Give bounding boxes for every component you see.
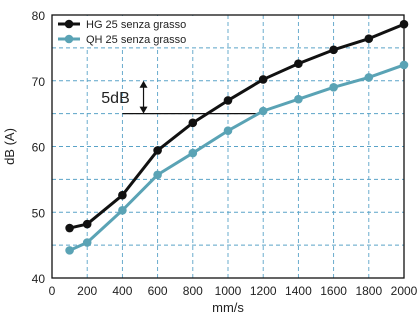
y-tick-label: 80 [32,9,46,23]
x-axis-label: mm/s [212,300,244,315]
data-point-series-2 [329,83,338,92]
y-axis-label: dB (A) [2,128,17,165]
x-tick-label: 200 [77,284,97,298]
tick-labels: 0 200 400 600 800 1000 1200 1400 1600 1800 2000 40 5… [32,9,418,298]
data-point-series-1 [65,223,74,233]
data-point-series-1 [153,146,162,155]
data-point-series-2 [294,94,303,104]
legend-label-2: QH 25 senza grasso [86,34,186,46]
x-tick-label: 600 [148,284,168,298]
data-point-series-2 [65,246,74,255]
x-tick-label: 1400 [285,284,312,298]
x-tick-label: 400 [112,284,132,298]
data-point-series-2 [364,73,374,82]
y-tick-label: 50 [32,206,46,220]
series-group [65,19,409,255]
data-point-series-1 [294,59,303,68]
data-point-series-2 [399,60,409,70]
x-tick-label: 0 [49,284,56,298]
y-tick-label: 40 [32,272,46,286]
data-point-series-2 [153,170,162,180]
y-tick-label: 70 [32,75,46,89]
data-point-series-2 [188,148,198,158]
data-point-series-1 [188,118,198,128]
data-point-series-1 [364,34,374,43]
data-point-series-2 [82,238,92,247]
annotation-label: 5dB [101,90,129,107]
x-tick-label: 1800 [355,284,382,298]
annotation-arrow-down [139,106,148,114]
data-point-series-1 [223,96,233,105]
x-tick-label: 2000 [391,284,418,298]
x-tick-label: 800 [183,284,203,298]
data-point-series-2 [223,126,233,136]
annotation-5db: 5dB [101,80,264,115]
data-point-series-1 [118,190,127,200]
data-point-series-1 [399,19,409,29]
data-point-series-1 [82,219,92,229]
legend: HG 25 senza grasso QH 25 senza grasso [53,16,199,47]
data-point-series-1 [258,75,268,84]
legend-background [53,16,199,47]
legend-label-1: HG 25 senza grasso [86,19,186,31]
legend-marker-2 [64,34,74,44]
plot-border [51,14,405,279]
data-point-series-2 [118,205,127,215]
data-point-series-2 [258,106,268,116]
x-tick-label: 1600 [320,284,347,298]
legend-marker-1 [64,19,74,29]
annotation-arrow-up [139,80,148,88]
data-point-series-1 [329,45,338,55]
x-tick-label: 1200 [250,284,277,298]
x-tick-label: 1000 [215,284,242,298]
grid [52,15,404,278]
y-tick-label: 60 [32,141,46,155]
